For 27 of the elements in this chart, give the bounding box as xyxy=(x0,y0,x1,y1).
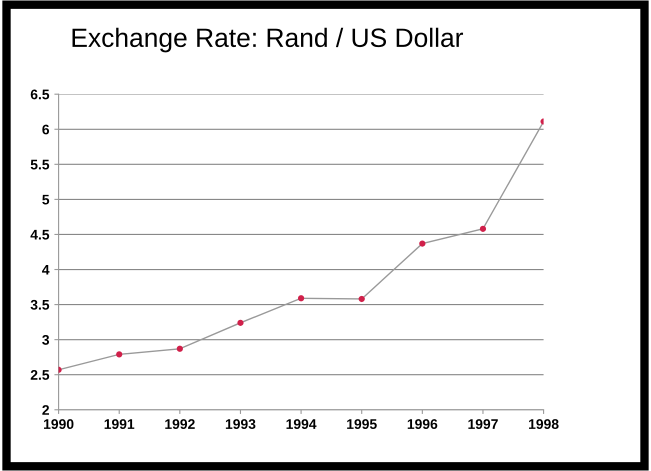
y-tick-label: 5.5 xyxy=(30,160,50,170)
y-tick-label: 4.5 xyxy=(30,230,50,240)
x-tick-label: 1990 xyxy=(44,419,74,429)
x-tick-label: 1996 xyxy=(408,419,438,429)
y-tick-label: 4 xyxy=(42,264,50,275)
y-tick-label: 3.5 xyxy=(30,300,50,310)
point xyxy=(358,296,365,302)
y-tick-label: 2 xyxy=(42,405,50,415)
chart-title: Exchange Rate: Rand / US Dollar xyxy=(72,28,464,52)
x-tick-label: 1994 xyxy=(286,419,316,429)
point xyxy=(237,320,244,326)
y-tick-label: 2.5 xyxy=(30,370,50,380)
point xyxy=(176,346,183,352)
x-tick-label: 1993 xyxy=(226,419,256,430)
x-tick-label: 1991 xyxy=(104,419,134,429)
point xyxy=(480,226,486,232)
y-tick-label: 5 xyxy=(42,194,50,205)
x-tick-label: 1995 xyxy=(347,419,377,429)
y-tick-label: 3 xyxy=(42,334,50,345)
point xyxy=(298,295,304,302)
point xyxy=(419,240,426,247)
x-tick-label: 1992 xyxy=(165,419,195,429)
x-tick-label: 1997 xyxy=(468,419,498,429)
x-tick-label: 1998 xyxy=(529,419,559,429)
point xyxy=(116,351,122,358)
y-tick-label: 6.5 xyxy=(30,90,50,100)
y-tick-label: 6 xyxy=(42,124,50,134)
